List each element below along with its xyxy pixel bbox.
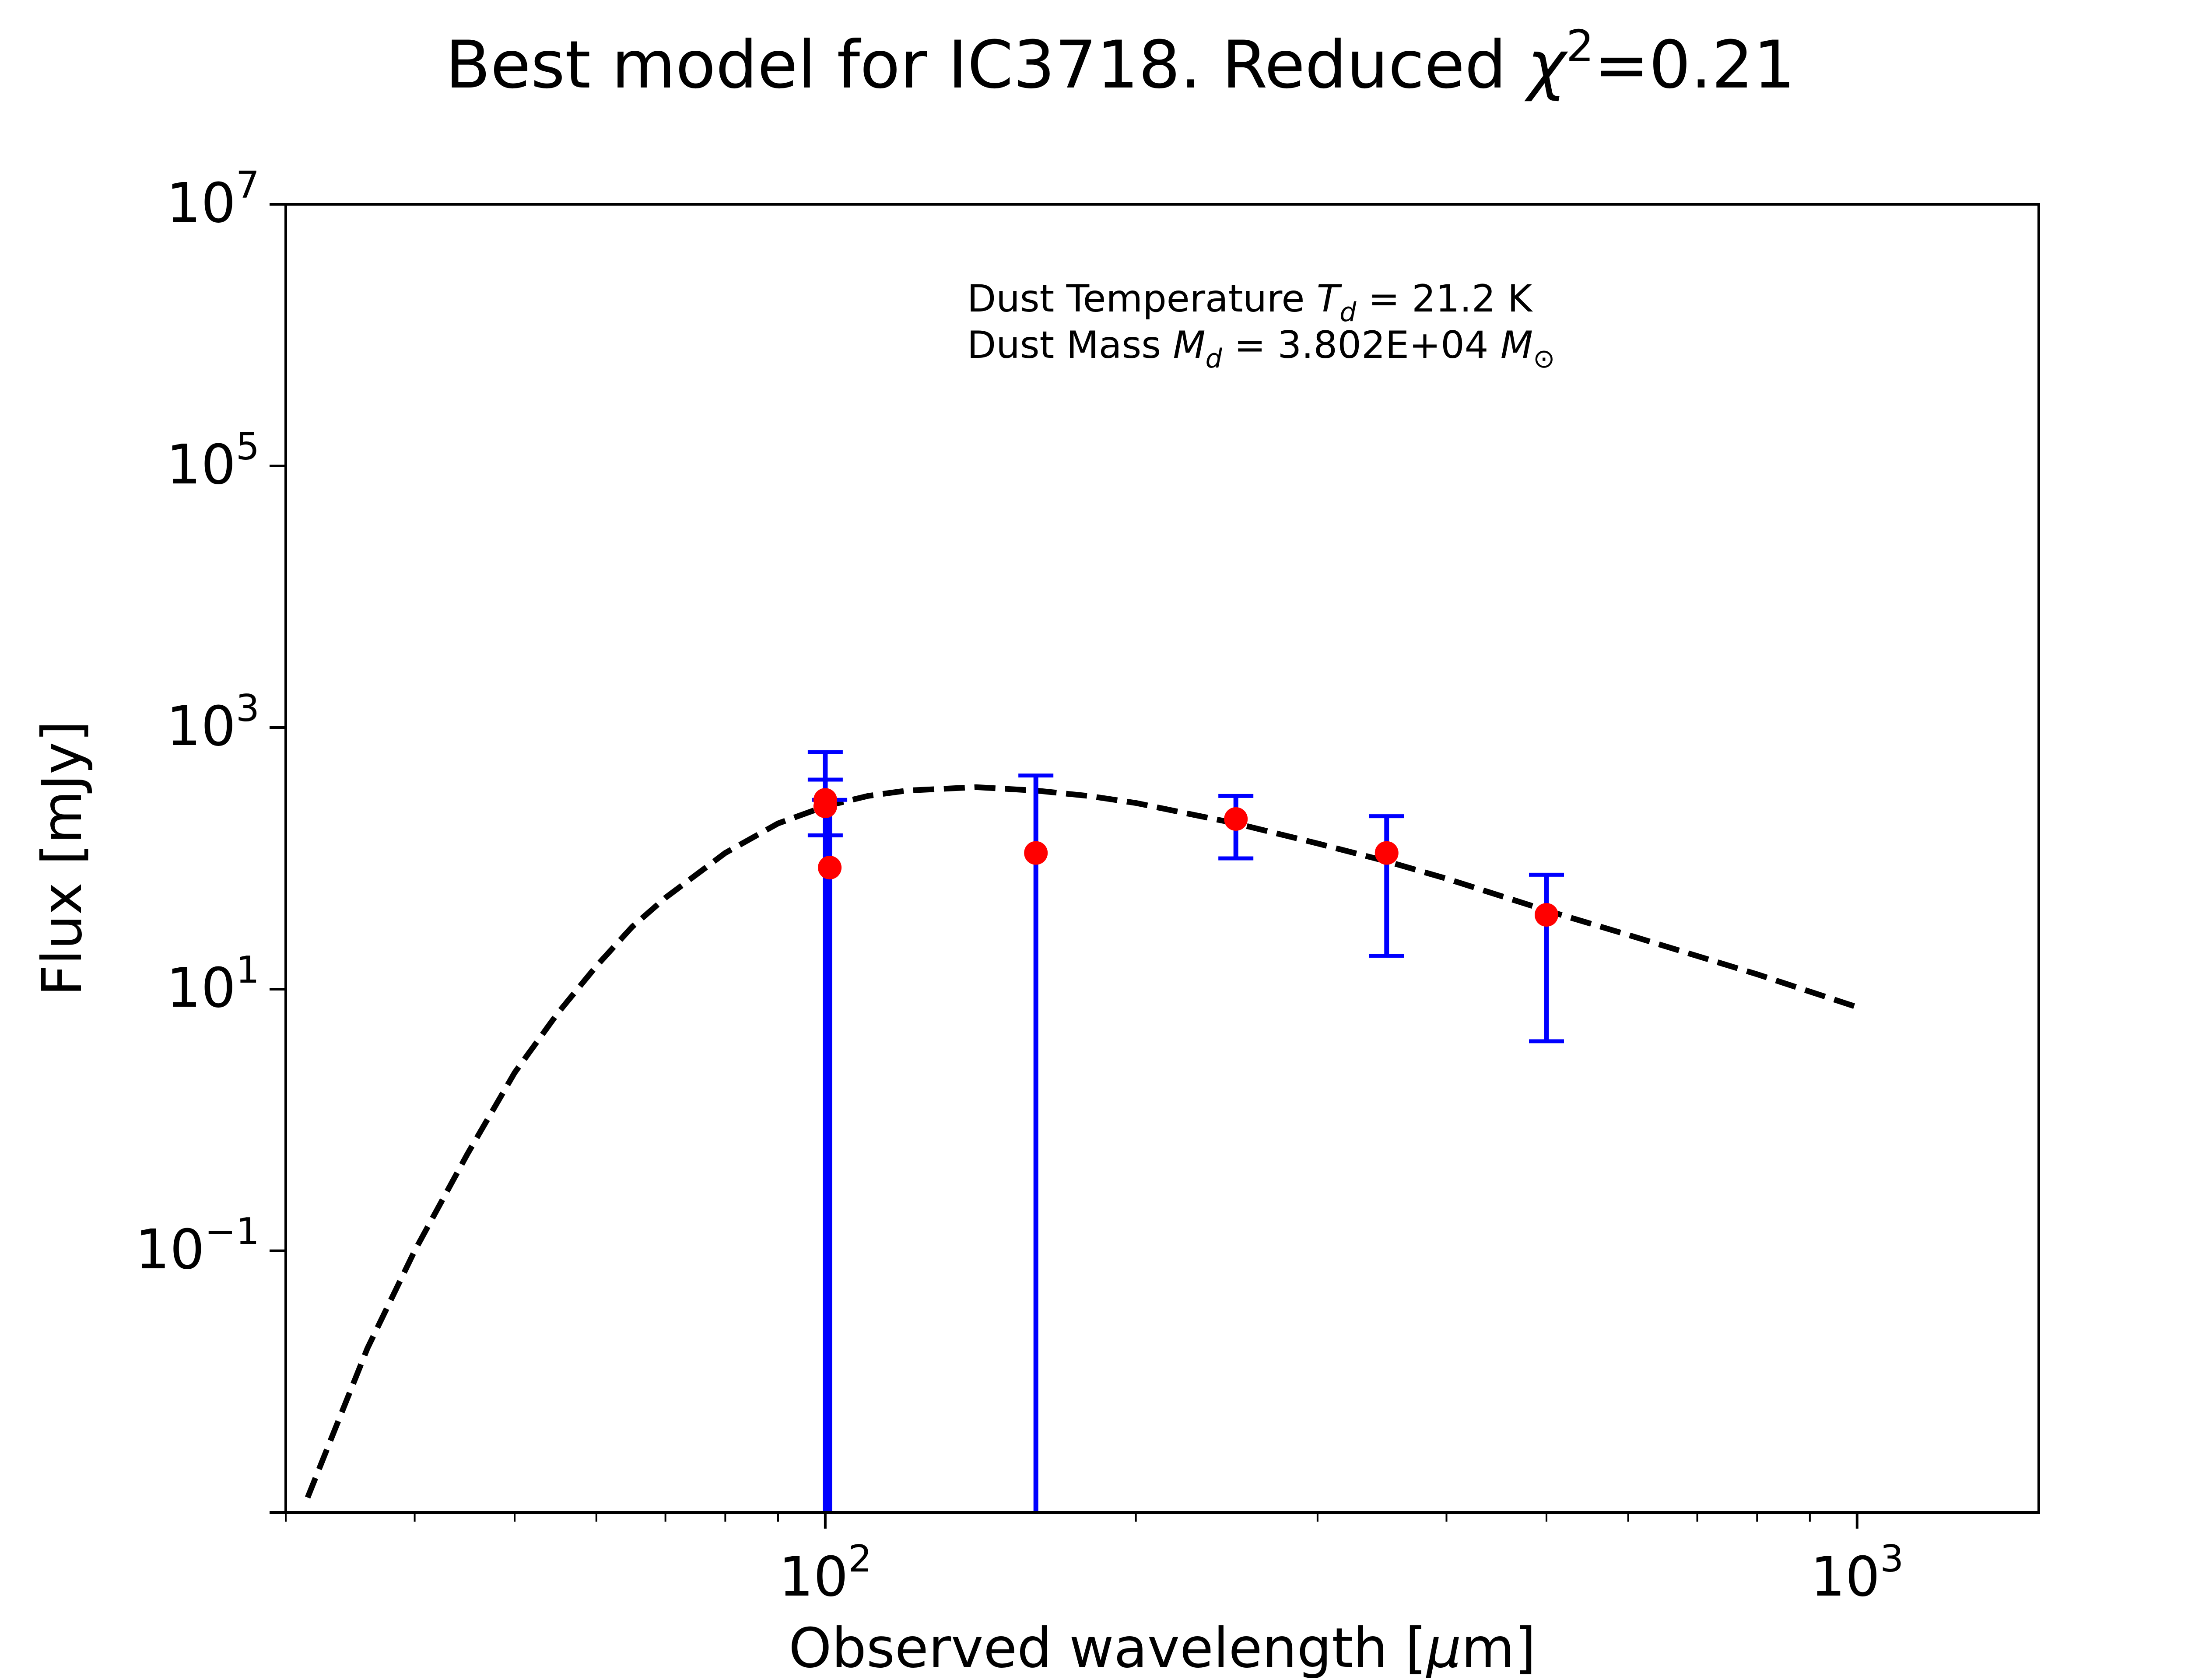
plot-frame <box>284 203 2040 1514</box>
y-tick-label-2: 101 <box>166 948 259 1020</box>
x-tick-label-1: 102 <box>778 1537 872 1609</box>
data-point-5 <box>1224 807 1248 831</box>
y-tick-label-1: 10−1 <box>135 1210 259 1281</box>
model-curve-layer <box>305 784 1858 1499</box>
chart-title: Best model for IC3718. Reduced χ2=0.21 <box>445 21 1795 103</box>
y-tick-label-5: 107 <box>166 164 259 235</box>
model-sed-curve <box>305 784 1858 1499</box>
y-axis-ticks: 10−1 101 103 105 107 <box>135 164 286 1514</box>
y-tick-label-4: 105 <box>166 425 259 497</box>
x-tick-label-2: 103 <box>1810 1537 1904 1609</box>
annotation-dust-temperature: Dust Temperature Td = 21.2 K <box>967 277 1533 328</box>
data-point-7 <box>1534 903 1558 927</box>
data-point-2 <box>813 794 837 819</box>
data-point-4 <box>1024 841 1048 865</box>
observations-layer <box>807 750 1564 1512</box>
x-axis-label: Observed wavelength [μm] <box>789 1617 1536 1680</box>
y-tick-label-3: 103 <box>166 687 259 758</box>
annotation-dust-mass: Dust Mass Md = 3.802E+04 M⊙ <box>967 323 1555 374</box>
x-axis-ticks: 102 103 <box>285 1512 1904 1609</box>
data-point-6 <box>1375 841 1399 865</box>
y-axis-label: Flux [mJy] <box>31 721 94 996</box>
data-point-3 <box>818 856 842 880</box>
